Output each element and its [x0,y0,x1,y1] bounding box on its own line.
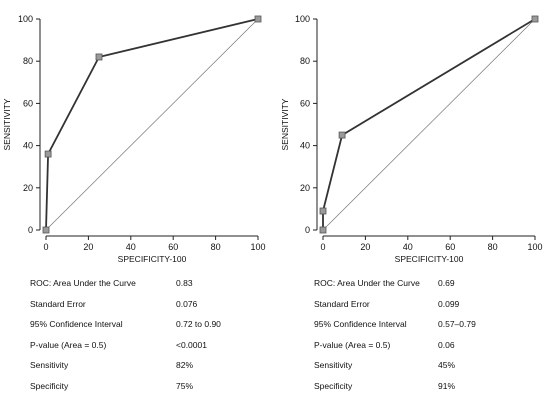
y-tick-label: 40 [23,141,33,151]
x-tick-label: 100 [250,242,265,252]
reference-diagonal-line [45,18,259,231]
roc-point-marker [44,150,52,158]
roc-panel-right: 0 20 40 60 80 100 0 20 40 60 80 100 SPECIFICITY-100 S… [278,0,550,401]
roc-point-marker [95,53,103,61]
stat-value: 0.06 [438,339,455,350]
stat-value: <0.0001 [176,339,207,350]
x-tick-label: 0 [43,242,48,252]
stat-value: 91% [438,380,456,391]
roc-point-marker [338,131,346,139]
roc-chart-left: 0 20 40 60 80 100 0 20 40 60 80 100 SPECIFICITY-100 S… [2,14,266,264]
y-axis-label: SENSITIVITY [280,98,290,150]
y-tick-label: 60 [300,98,310,108]
stat-value: 0.099 [438,298,460,309]
roc-chart-right: 0 20 40 60 80 100 0 20 40 60 80 100 SPECIFICITY-100 S… [280,14,543,264]
stat-label: Sensitivity [30,360,69,370]
roc-curve [322,18,536,230]
stat-label: P-value (Area = 0.5) [314,339,391,350]
stat-label: ROC: Area Under the Curve [30,278,136,288]
stat-label: 95% Confidence Interval [314,319,407,329]
y-tick-label: 100 [295,14,310,24]
roc-point-marker [319,226,327,234]
stat-value: 75% [176,380,194,391]
y-tick-label: 100 [18,14,33,24]
stat-label: Sensitivity [314,360,353,370]
roc-point-marker [531,15,539,23]
y-tick-label: 20 [23,183,33,193]
stat-label: ROC: Area Under the Curve [314,278,420,288]
x-tick-label: 60 [445,242,455,252]
stat-label: Standard Error [30,298,86,309]
stat-value: 82% [176,360,194,370]
y-tick-label: 60 [23,98,33,108]
y-tick-label: 40 [300,141,310,151]
x-tick-label: 40 [126,242,136,252]
x-tick-label: 100 [527,242,542,252]
stat-label: P-value (Area = 0.5) [30,339,107,350]
stat-label: 95% Confidence Interval [30,319,123,329]
y-axis-label: SENSITIVITY [2,98,12,150]
stat-value: 0.72 to 0.90 [176,319,221,329]
stat-value: 0.83 [176,278,193,288]
roc-panel-left: 0 20 40 60 80 100 0 20 40 60 80 100 SPECIFICITY-100 S… [2,14,266,391]
stat-value: 0.57–0.79 [438,319,476,329]
stat-value: 0.69 [438,278,455,288]
stat-label: Specificity [314,380,353,391]
y-tick-label: 80 [300,56,310,66]
roc-point-marker [42,226,50,234]
roc-point-marker [254,15,262,23]
y-tick-label: 0 [28,225,33,235]
roc-curve [45,18,259,231]
y-tick-label: 20 [300,183,310,193]
x-tick-label: 80 [211,242,221,252]
stat-label: Specificity [30,380,69,391]
x-axis-label: SPECIFICITY-100 [395,254,464,264]
x-axis-label: SPECIFICITY-100 [118,254,187,264]
roc-point-marker [319,207,327,215]
x-tick-label: 60 [168,242,178,252]
x-tick-label: 40 [403,242,413,252]
y-tick-label: 80 [23,56,33,66]
x-tick-label: 20 [83,242,93,252]
x-tick-label: 20 [360,242,370,252]
stat-value: 45% [438,360,456,370]
x-tick-label: 0 [320,242,325,252]
y-tick-label: 0 [305,225,310,235]
stat-value: 0.076 [176,298,198,309]
stat-label: Standard Error [314,298,370,309]
reference-diagonal-line [322,18,536,231]
x-tick-label: 80 [488,242,498,252]
